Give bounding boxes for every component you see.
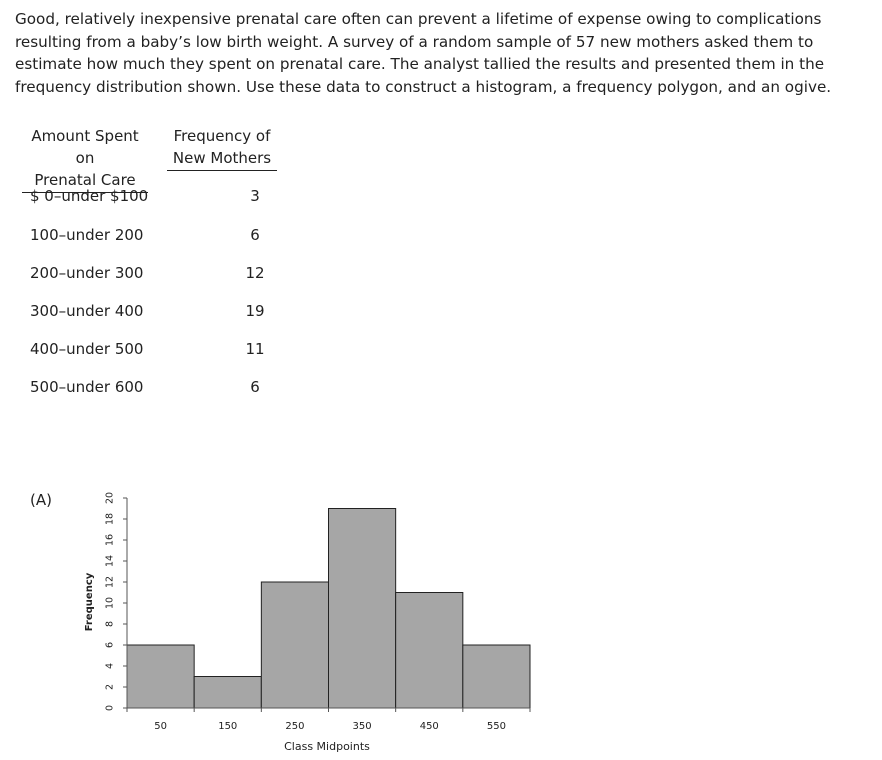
table-row-range: 300–under 400 (30, 302, 144, 320)
histogram-bar (126, 644, 195, 709)
table-row-frequency: 3 (250, 187, 260, 205)
y-tick-label: 2 (105, 684, 116, 690)
amount-header-line-1: Amount Spent on (31, 127, 139, 167)
table-row-range: 500–under 600 (30, 378, 144, 396)
table-row-frequency: 6 (250, 378, 260, 396)
table-row-range: 200–under 300 (30, 264, 144, 282)
table-row-frequency: 6 (250, 226, 260, 244)
x-tick-label: 450 (420, 721, 439, 732)
y-axis-label: Frequency (84, 572, 95, 631)
y-tick-label: 6 (105, 642, 116, 648)
amount-column-header: Amount Spent on Prenatal Care (22, 125, 148, 193)
histogram-bar (462, 644, 531, 709)
y-tick-label: 12 (105, 576, 116, 588)
table-row-frequency: 12 (245, 264, 265, 282)
frequency-column-header: Frequency of New Mothers (167, 125, 277, 171)
y-tick-label: 16 (105, 534, 116, 546)
option-label: (A) (30, 491, 52, 509)
histogram-bar (328, 508, 397, 709)
table-row-range: $ 0–under $100 (30, 187, 149, 205)
histogram-bar (193, 676, 262, 709)
x-tick-label: 550 (487, 721, 506, 732)
y-tick-label: 4 (105, 663, 116, 669)
histogram-chart: 0 2 4 6 8 10 12 14 16 18 20 50 150 250 350 450 550 Frequ… (84, 492, 531, 753)
y-tick-label: 8 (105, 621, 116, 627)
y-tick-label: 0 (105, 705, 116, 711)
x-tick-label: 250 (285, 721, 304, 732)
y-tick-label: 20 (105, 492, 116, 504)
bars-layer (126, 508, 531, 709)
y-tick-label: 10 (105, 597, 116, 609)
y-tick-label: 14 (105, 555, 116, 567)
frequency-header-line-2: New Mothers (172, 149, 272, 167)
x-tick-label: 150 (218, 721, 237, 732)
x-axis-label: Class Midpoints (284, 740, 370, 753)
table-row-range: 100–under 200 (30, 226, 144, 244)
x-tick-label: 350 (353, 721, 372, 732)
histogram-bar (260, 581, 329, 709)
table-row-range: 400–under 500 (30, 340, 144, 358)
y-tick-label: 18 (105, 513, 116, 525)
amount-header-line-2: Prenatal Care (34, 171, 136, 189)
histogram-bar (395, 592, 464, 709)
problem-text: Good, relatively inexpensive prenatal ca… (15, 10, 832, 96)
frequency-header-line-1: Frequency of (173, 127, 271, 145)
table-row-frequency: 11 (245, 340, 265, 358)
axes-layer: 0 2 4 6 8 10 12 14 16 18 20 50 150 250 350 450 550 (105, 492, 531, 732)
x-tick-label: 50 (154, 721, 167, 732)
table-row-frequency: 19 (245, 302, 265, 320)
